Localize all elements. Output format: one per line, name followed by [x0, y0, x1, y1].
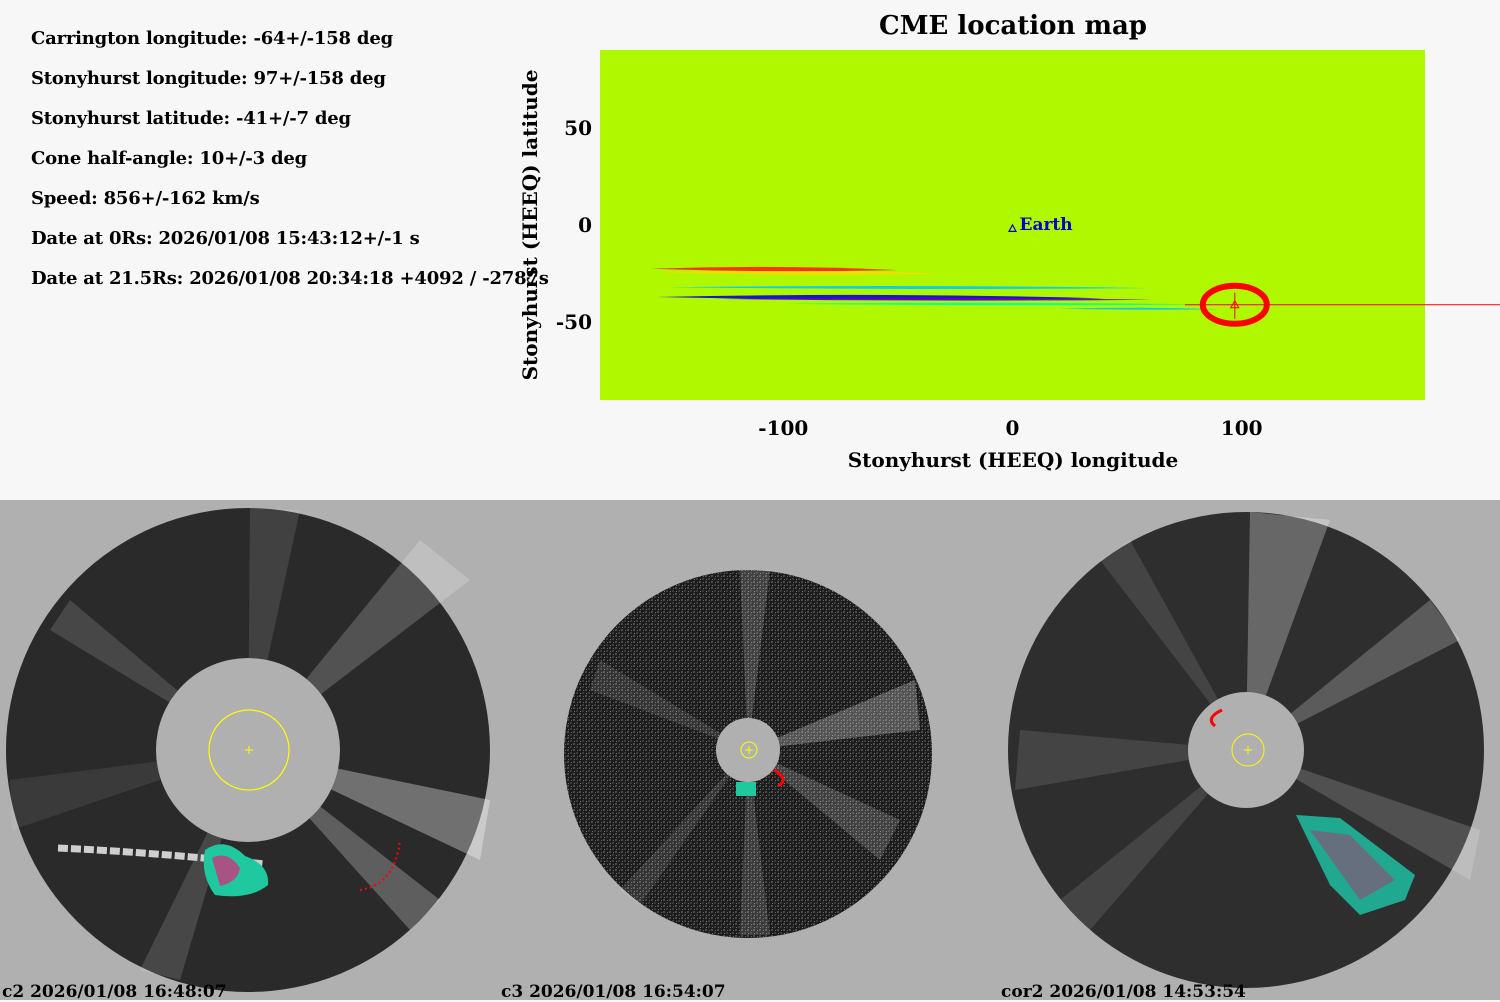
y-tick-label: 50: [564, 116, 592, 140]
cor2-cme-front-marker: [1209, 708, 1223, 728]
x-tick-label: 0: [1006, 416, 1020, 440]
cme-band-6: [1058, 307, 1219, 310]
c2-cme-front-marker: [359, 839, 401, 891]
cme-band-4: [714, 297, 1150, 301]
stonyhurst-latitude: Stonyhurst latitude: -41+/-7 deg: [31, 108, 351, 129]
c2-view: [6, 508, 490, 992]
c2-sun-circle: [208, 709, 290, 791]
top-panel: Carrington longitude: -64+/-158 deg Ston…: [0, 0, 1500, 500]
c3-sun-circle: [740, 741, 758, 759]
cme-marker: [1229, 299, 1240, 309]
c3-image-label: c3 2026/01/08 16:54:07: [501, 982, 726, 1002]
stonyhurst-longitude: Stonyhurst longitude: 97+/-158 deg: [31, 68, 386, 89]
earth-marker: [1007, 223, 1018, 232]
y-axis-label: Stonyhurst (HEEQ) latitude: [518, 70, 542, 381]
date-at-21-5rs: Date at 21.5Rs: 2026/01/08 20:34:18 +409…: [31, 268, 549, 289]
cme-band-1: [657, 271, 944, 275]
earth-label: Earth: [1020, 215, 1073, 235]
y-tick-label: 0: [578, 213, 592, 237]
coronagraph-views: [6, 508, 1484, 992]
x-tick-label: -100: [758, 416, 808, 440]
x-tick-label: 100: [1221, 416, 1263, 440]
cme-location-circle: [1199, 282, 1270, 327]
cor2-sun-center-icon: [1244, 746, 1252, 754]
cme-band-5: [783, 302, 1208, 306]
cor2-view: [1008, 512, 1484, 988]
cor2-image-label: cor2 2026/01/08 14:53:54: [1001, 982, 1246, 1002]
carrington-longitude: Carrington longitude: -64+/-158 deg: [31, 28, 393, 49]
c3-cme-front-marker: [773, 768, 785, 788]
c2-cme-projection: [57, 844, 266, 868]
c2-sun-center-icon: [245, 746, 253, 754]
x-axis-ticks: -100 0 100: [758, 416, 1262, 440]
speed: Speed: 856+/-162 km/s: [31, 188, 260, 209]
c3-cme-detection: [736, 782, 756, 796]
x-axis-label: Stonyhurst (HEEQ) longitude: [848, 448, 1179, 472]
c2-image-label: c2 2026/01/08 16:48:07: [2, 982, 227, 1002]
y-axis-ticks: 50 0 -50: [556, 116, 592, 334]
coronagraph-images: c2 2026/01/08 16:48:07 c3 2026/01/08 16:…: [0, 500, 1500, 1002]
cme-band-2: [668, 285, 1150, 289]
cone-half-angle: Cone half-angle: 10+/-3 deg: [31, 148, 308, 169]
cme-band-0: [650, 266, 898, 272]
chart-title: CME location map: [879, 11, 1147, 41]
date-at-0rs: Date at 0Rs: 2026/01/08 15:43:12+/-1 s: [31, 228, 420, 249]
cme-probability-bands: [650, 266, 1219, 310]
y-tick-label: -50: [556, 310, 592, 334]
c3-view: [564, 570, 932, 938]
cor2-sun-circle: [1231, 733, 1265, 767]
cme-parameters: Carrington longitude: -64+/-158 deg Ston…: [31, 28, 549, 308]
cme-location-map: CME location map -100 0 100 50 0 -50 Stonyhu…: [518, 11, 1500, 472]
c3-sun-center-icon: [745, 746, 753, 754]
